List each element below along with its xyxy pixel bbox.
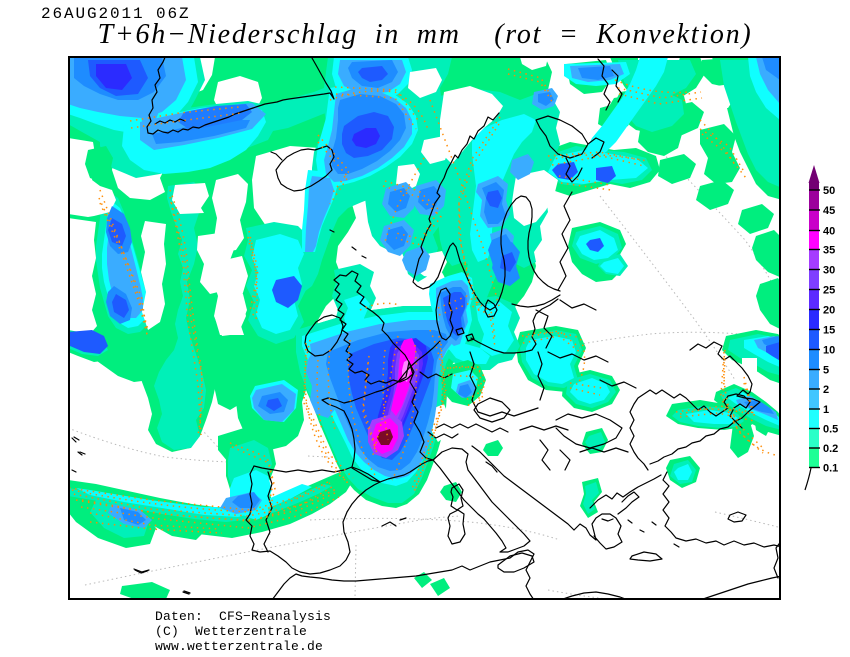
- svg-text:10: 10: [823, 345, 835, 357]
- svg-text:0.2: 0.2: [823, 443, 838, 455]
- svg-text:0.1: 0.1: [823, 463, 838, 475]
- svg-text:5: 5: [823, 365, 829, 377]
- svg-text:20: 20: [823, 305, 835, 317]
- svg-text:0.5: 0.5: [823, 424, 838, 436]
- svg-text:45: 45: [823, 205, 835, 217]
- svg-text:15: 15: [823, 325, 835, 337]
- svg-text:50: 50: [823, 185, 835, 197]
- svg-text:35: 35: [823, 245, 835, 257]
- svg-text:2: 2: [823, 384, 829, 396]
- svg-text:1: 1: [823, 404, 829, 416]
- svg-text:30: 30: [823, 265, 835, 277]
- svg-text:25: 25: [823, 285, 835, 297]
- svg-text:40: 40: [823, 226, 835, 238]
